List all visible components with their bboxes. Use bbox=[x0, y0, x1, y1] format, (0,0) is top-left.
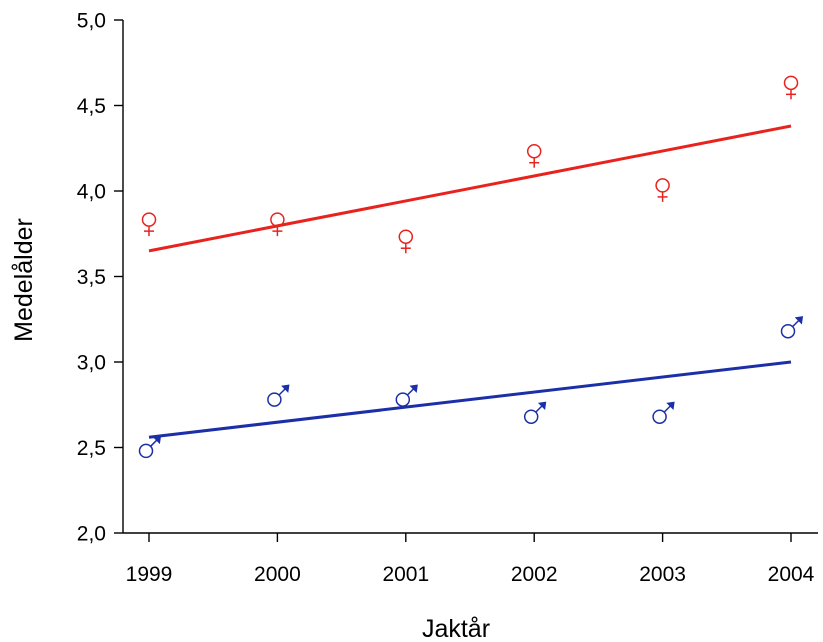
y-tick-label: 5,0 bbox=[77, 10, 106, 33]
y-tick-label: 3,0 bbox=[77, 352, 106, 375]
female-data-point bbox=[270, 212, 285, 237]
female-symbol-ring bbox=[270, 212, 285, 227]
tick-marks: 2,0 2,5 3,0 3,5 4,0 4,5 5,0 1999 2000 2001 2002 200… bbox=[77, 10, 815, 587]
x-tick-label: 2000 bbox=[254, 563, 301, 586]
axes bbox=[122, 20, 818, 534]
female-data-point bbox=[655, 178, 670, 202]
female-data-point bbox=[783, 75, 799, 100]
male-data-point bbox=[395, 384, 418, 407]
male-data-point bbox=[780, 316, 804, 339]
male-symbol-arrowhead bbox=[409, 384, 418, 393]
female-symbol-ring bbox=[655, 178, 670, 193]
x-tick-label: 2001 bbox=[382, 563, 429, 586]
x-tick-label: 1999 bbox=[126, 563, 173, 586]
x-tick-label: 2003 bbox=[639, 563, 686, 586]
x-tick-label: 2002 bbox=[511, 563, 558, 586]
male-symbol-arrowhead bbox=[281, 384, 290, 393]
x-tick-label: 2004 bbox=[768, 563, 815, 586]
y-tick-label: 3,5 bbox=[77, 266, 106, 289]
data-points bbox=[138, 75, 804, 459]
trendlines bbox=[148, 124, 792, 439]
male-trendline bbox=[148, 360, 792, 439]
male-symbol-ring bbox=[780, 323, 796, 339]
female-symbol-ring bbox=[783, 75, 799, 91]
y-tick-label: 4,5 bbox=[77, 95, 106, 118]
female-symbol-ring bbox=[526, 143, 542, 159]
male-symbol-arrowhead bbox=[537, 401, 547, 410]
male-data-point bbox=[267, 384, 290, 407]
female-symbol-ring bbox=[398, 229, 414, 244]
y-tick-label: 2,0 bbox=[77, 523, 106, 546]
y-axis-title: Medelålder bbox=[10, 218, 38, 342]
female-data-point bbox=[141, 212, 157, 237]
y-tick-label: 2,5 bbox=[77, 437, 106, 460]
male-symbol-ring bbox=[395, 392, 411, 407]
y-tick-label: 4,0 bbox=[77, 181, 106, 204]
male-symbol-ring bbox=[138, 443, 154, 459]
male-symbol-arrowhead bbox=[152, 435, 162, 445]
female-trendline bbox=[148, 124, 792, 253]
female-data-point bbox=[526, 143, 542, 168]
male-data-point bbox=[138, 435, 162, 459]
male-symbol-ring bbox=[652, 409, 667, 424]
male-symbol-ring bbox=[523, 409, 539, 424]
female-symbol-ring bbox=[141, 212, 157, 227]
male-data-point bbox=[652, 401, 675, 424]
female-data-point bbox=[398, 229, 414, 254]
male-symbol-ring bbox=[267, 392, 282, 407]
male-symbol-arrowhead bbox=[666, 401, 675, 410]
male-symbol-arrowhead bbox=[794, 316, 804, 325]
x-axis-title: Jaktår bbox=[422, 615, 490, 642]
male-data-point bbox=[523, 401, 547, 424]
